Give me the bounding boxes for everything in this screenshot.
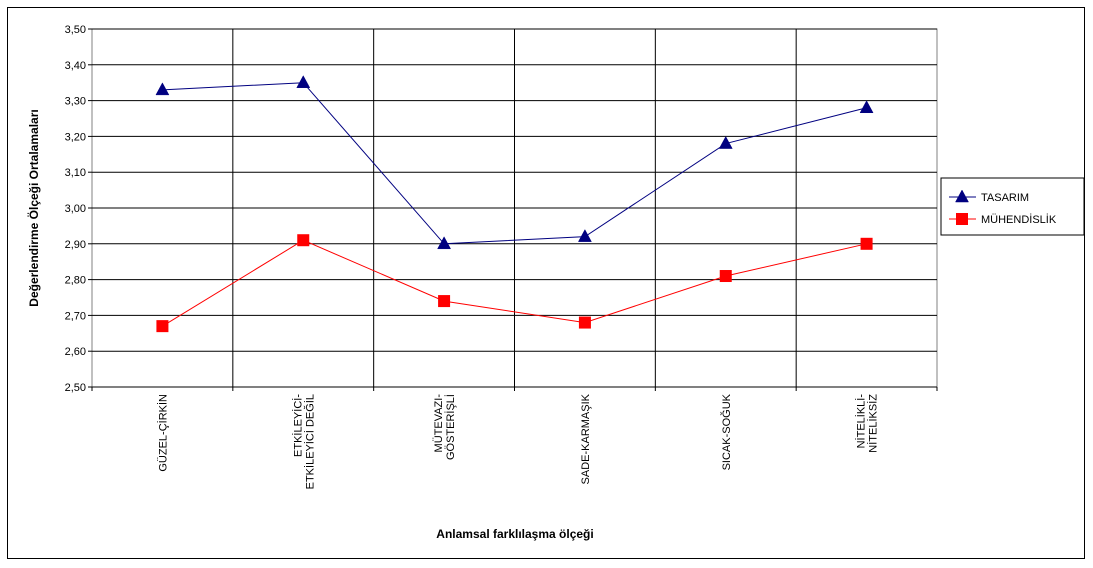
x-tick-label-line: NİTELİKSİZ (867, 394, 880, 453)
legend: TASARIM MÜHENDİSLİK (949, 189, 1057, 226)
data-point-1 (155, 82, 170, 96)
y-tick-label: 3,10 (65, 167, 86, 179)
data-point-2 (297, 234, 310, 247)
y-tick-label: 3,40 (65, 60, 86, 72)
data-point-2 (156, 320, 169, 333)
y-axis-ticks: 2,50 2,60 2,70 2,80 2,90 3,00 3,10 3,20 3,30 3,40… (65, 24, 92, 394)
data-point-2 (578, 316, 591, 329)
x-tick-label-line: SICAK-SOĞUK (720, 393, 733, 470)
x-tick-label-line: ETKİLEYİCİ DEĞİL (303, 394, 316, 489)
x-tick-label-line: MÜTEVAZI- (433, 394, 445, 453)
legend-marker (955, 189, 969, 203)
data-point-1 (859, 100, 874, 114)
data-point-2 (719, 270, 732, 283)
legend-label: TASARIM (981, 192, 1029, 204)
legend-marker (956, 213, 968, 225)
series-line-2 (162, 239, 867, 327)
x-axis-ticks: GÜZEL-ÇİRKİN ETKİLEYİCİ-ETKİLEYİCİ DEĞİL M… (91, 387, 938, 490)
y-tick-label: 3,50 (65, 24, 86, 36)
y-tick-label: 2,50 (65, 382, 86, 394)
y-tick-label: 2,70 (65, 310, 86, 322)
data-point-2 (860, 237, 873, 250)
y-tick-label: 2,90 (65, 239, 86, 251)
x-tick-label-line: GÖSTERİŞLİ (444, 394, 457, 460)
x-tick-label-line: GÜZEL-ÇİRKİN (156, 394, 169, 472)
x-tick-label: GÜZEL-ÇİRKİN (156, 394, 169, 472)
data-point-1 (296, 75, 311, 88)
vertical-gridlines (232, 29, 797, 387)
x-tick-label-line: SADE-KARMAŞIK (580, 393, 592, 484)
y-tick-label: 3,20 (65, 131, 86, 143)
data-point-1 (437, 236, 452, 250)
x-tick-label: NİTELİKLİ-NİTELİKSİZ (855, 394, 880, 453)
x-tick-label: SICAK-SOĞUK (720, 393, 733, 470)
series-layer (155, 75, 874, 333)
legend-box (940, 177, 1085, 236)
x-axis-title: Anlamsal farklılaşma ölçeği (436, 527, 593, 541)
x-tick-label: MÜTEVAZI-GÖSTERİŞLİ (433, 394, 457, 460)
y-tick-label: 2,60 (65, 346, 86, 358)
series-line-1 (162, 82, 867, 245)
x-tick-label: SADE-KARMAŞIK (580, 393, 592, 484)
x-tick-label-line: NİTELİKLİ- (855, 394, 868, 449)
x-tick-label: ETKİLEYİCİ-ETKİLEYİCİ DEĞİL (291, 394, 316, 490)
data-point-2 (438, 295, 451, 308)
data-point-1 (577, 229, 592, 242)
y-tick-label: 3,00 (65, 203, 86, 215)
y-tick-label: 3,30 (65, 96, 86, 108)
y-tick-label: 2,80 (65, 275, 86, 287)
legend-label: MÜHENDİSLİK (981, 213, 1057, 226)
x-tick-label-line: ETKİLEYİCİ- (291, 394, 304, 457)
data-point-1 (718, 136, 733, 149)
y-axis-title: Değerlendirme Ölçeği Ortalamaları (26, 109, 41, 306)
